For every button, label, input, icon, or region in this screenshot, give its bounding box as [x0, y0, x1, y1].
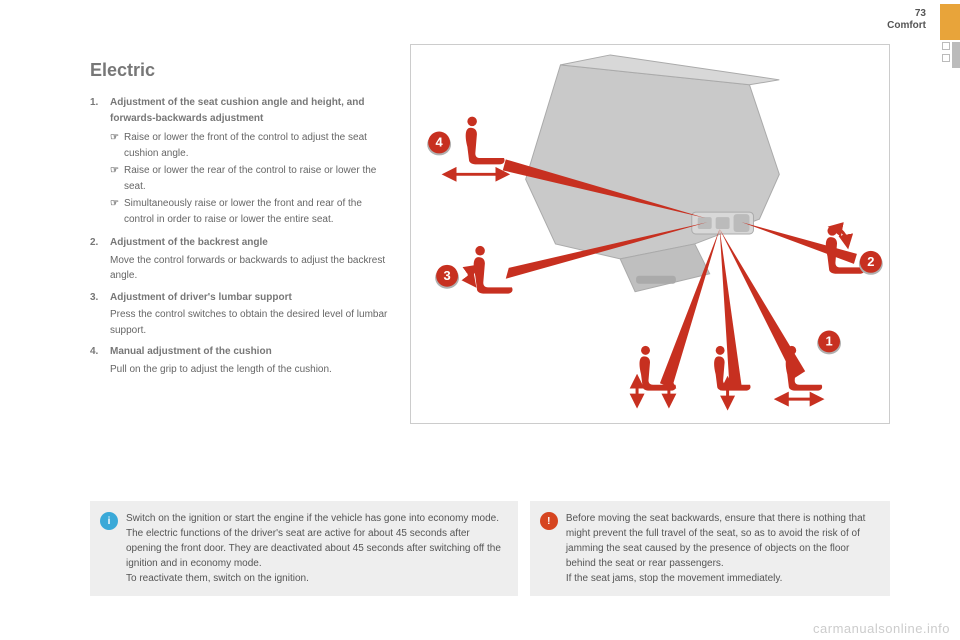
bullet-icon: ☞ [110, 163, 124, 194]
item-text: Press the control switches to obtain the… [110, 307, 390, 338]
item-title: Adjustment of driver's lumbar support [110, 290, 390, 306]
list-item: 4. Manual adjustment of the cushion Pull… [90, 344, 390, 377]
bullet-icon: ☞ [110, 130, 124, 161]
bullet-text: Raise or lower the rear of the control t… [124, 163, 390, 194]
warning-text: Before moving the seat backwards, ensure… [566, 511, 878, 586]
item-number: 2. [90, 235, 110, 284]
bullet-icon: ☞ [110, 196, 124, 227]
svg-text:1: 1 [825, 333, 832, 348]
callout-4-icon [449, 117, 505, 175]
list-item: 1. Adjustment of the seat cushion angle … [90, 95, 390, 229]
warning-icon: ! [540, 512, 558, 530]
warning-note: ! Before moving the seat backwards, ensu… [530, 501, 890, 596]
list-item: 3. Adjustment of driver's lumbar support… [90, 290, 390, 339]
item-text: Move the control forwards or backwards t… [110, 253, 390, 284]
side-marker [942, 42, 950, 50]
seat-diagram: 4 3 2 [410, 44, 890, 424]
item-text: Pull on the grip to adjust the length of… [110, 362, 390, 378]
list-item: 2. Adjustment of the backrest angle Move… [90, 235, 390, 284]
side-marker [942, 54, 950, 62]
item-title: Adjustment of the backrest angle [110, 235, 390, 251]
svg-text:4: 4 [436, 134, 444, 149]
item-number: 1. [90, 95, 110, 229]
callout-3-icon [469, 246, 512, 294]
marker-3-icon: 3 [435, 265, 459, 289]
marker-1-icon: 1 [817, 330, 841, 354]
info-text: Switch on the ignition or start the engi… [126, 511, 506, 586]
bullet-text: Raise or lower the front of the control … [124, 130, 390, 161]
item-number: 3. [90, 290, 110, 339]
section-name: Comfort [887, 20, 926, 31]
page-number: 73 [915, 8, 926, 19]
info-note: i Switch on the ignition or start the en… [90, 501, 518, 596]
svg-text:2: 2 [867, 254, 874, 269]
header-accent [940, 4, 960, 40]
item-title: Adjustment of the seat cushion angle and… [110, 95, 390, 126]
marker-4-icon: 4 [427, 132, 451, 156]
item-title: Manual adjustment of the cushion [110, 344, 390, 360]
bullet-text: Simultaneously raise or lower the front … [124, 196, 390, 227]
marker-2-icon: 2 [859, 251, 883, 275]
side-accent [952, 42, 960, 68]
info-icon: i [100, 512, 118, 530]
page-title: Electric [90, 60, 390, 81]
watermark: carmanualsonline.info [813, 621, 950, 636]
callout-2-icon [826, 226, 865, 274]
instruction-list: 1. Adjustment of the seat cushion angle … [90, 95, 390, 377]
item-number: 4. [90, 344, 110, 377]
svg-text:3: 3 [443, 268, 450, 283]
